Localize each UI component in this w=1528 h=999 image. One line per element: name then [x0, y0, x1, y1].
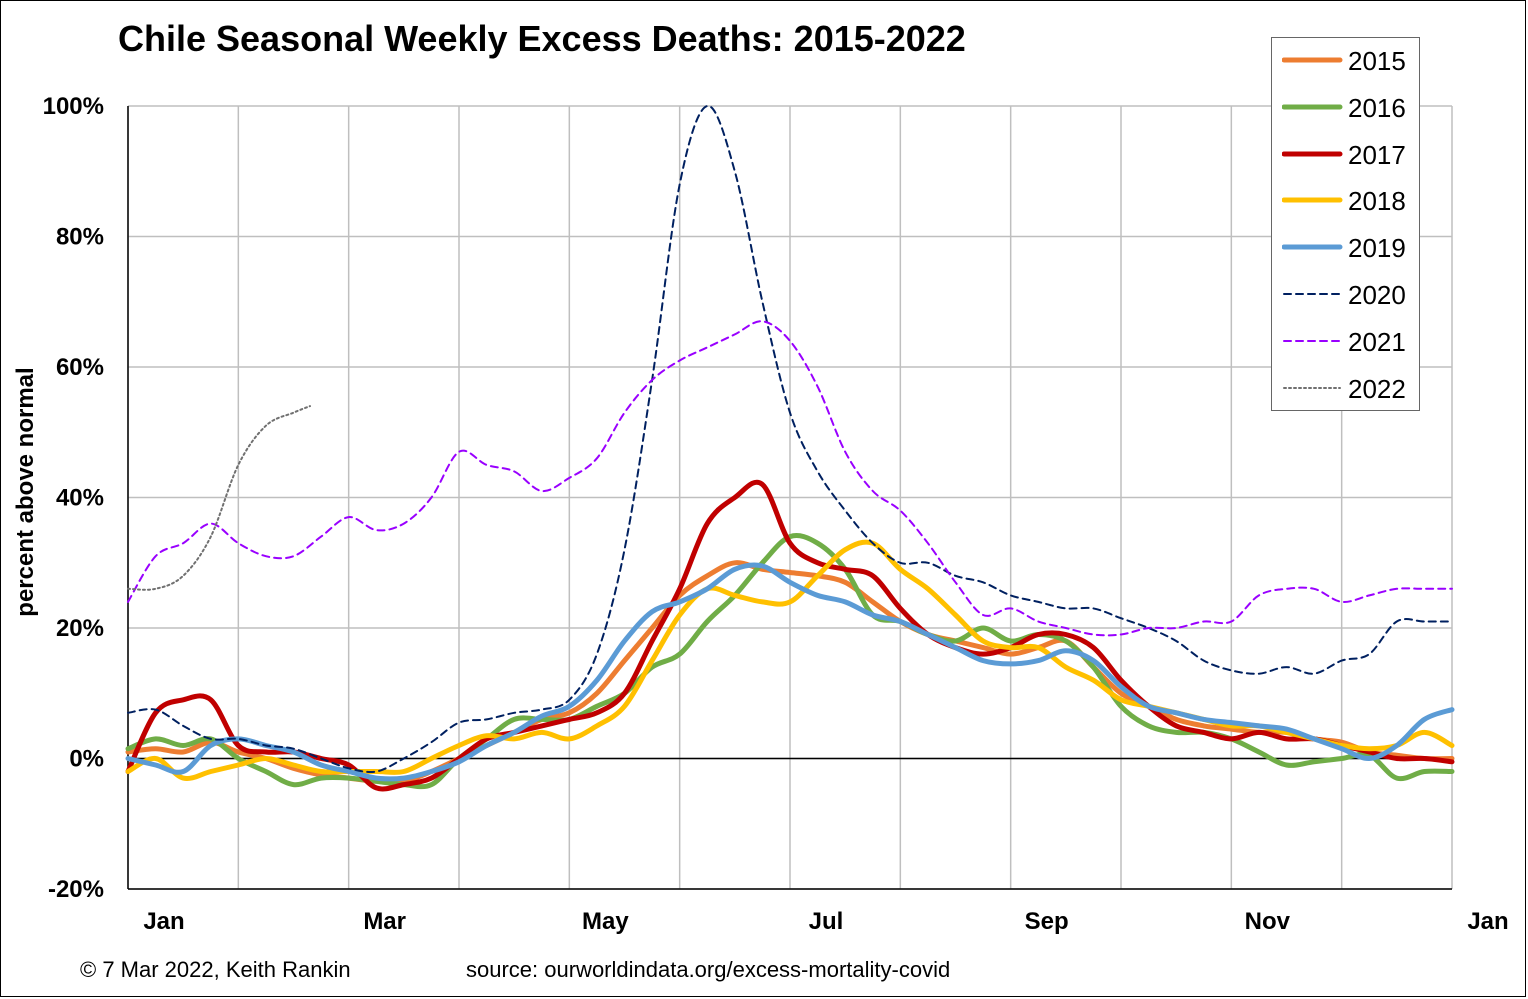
y-tick-label: 80%	[56, 224, 104, 251]
legend-label: 2022	[1348, 373, 1406, 404]
series-line-2021	[127, 320, 1453, 637]
legend-swatch	[1282, 104, 1343, 110]
legend-label: 2021	[1348, 326, 1406, 357]
x-tick-label: Nov	[1245, 908, 1291, 935]
legend-label: 2017	[1348, 139, 1406, 170]
x-tick-label: Mar	[363, 908, 406, 935]
legend-swatch	[1283, 293, 1341, 295]
x-tick-label: Jan	[143, 908, 184, 935]
y-tick-label: 0%	[69, 746, 104, 773]
legend-item-2015: 2015	[1282, 44, 1417, 76]
legend-swatch	[1282, 57, 1343, 63]
x-tick-label: May	[582, 908, 629, 935]
footer-copyright: © 7 Mar 2022, Keith Rankin	[80, 957, 351, 982]
y-tick-label: 40%	[56, 485, 104, 512]
series-layer	[125, 105, 1455, 792]
legend-item-2021: 2021	[1282, 325, 1417, 357]
series-line-2022	[127, 405, 311, 591]
footer-source: source: ourworldindata.org/excess-mortal…	[466, 957, 951, 982]
legend-label: 2019	[1348, 233, 1406, 264]
legend-swatch	[1283, 386, 1341, 389]
y-tick-label: 60%	[56, 354, 104, 381]
legend-label: 2020	[1348, 280, 1406, 310]
legend-swatch	[1282, 244, 1343, 250]
legend-item-2017: 2017	[1282, 138, 1417, 170]
legend-item-2020: 2020	[1282, 278, 1417, 310]
tick-label-layer: -20% 0% 20% 40% 60% 80% 100% Jan Mar May Jul Sep Nov…	[43, 93, 1509, 935]
series-line-2017	[125, 479, 1455, 792]
y-tick-label: -20%	[48, 876, 104, 903]
legend-item-2022: 2022	[1282, 372, 1417, 404]
series-line-2019	[125, 562, 1455, 782]
legend: 2015 2016 2017 2018 2019 2020 2021 2022	[1271, 37, 1420, 411]
x-tick-label: Jul	[809, 908, 844, 935]
legend-label: 2015	[1348, 46, 1406, 76]
legend-swatch	[1282, 151, 1343, 157]
chart-title: Chile Seasonal Weekly Excess Deaths: 201…	[118, 18, 966, 59]
x-tick-label: Sep	[1025, 908, 1069, 935]
legend-item-2018: 2018	[1282, 184, 1417, 217]
legend-label: 2016	[1348, 92, 1406, 123]
x-tick-label: Jan	[1467, 908, 1508, 935]
y-tick-label: 20%	[56, 615, 104, 642]
series-line-2020	[127, 105, 1453, 774]
y-tick-label: 100%	[43, 93, 104, 120]
legend-label: 2018	[1348, 186, 1406, 217]
legend-swatch	[1282, 197, 1343, 203]
legend-item-2016: 2016	[1282, 91, 1417, 123]
legend-swatch	[1283, 339, 1341, 342]
legend-item-2019: 2019	[1282, 231, 1417, 264]
